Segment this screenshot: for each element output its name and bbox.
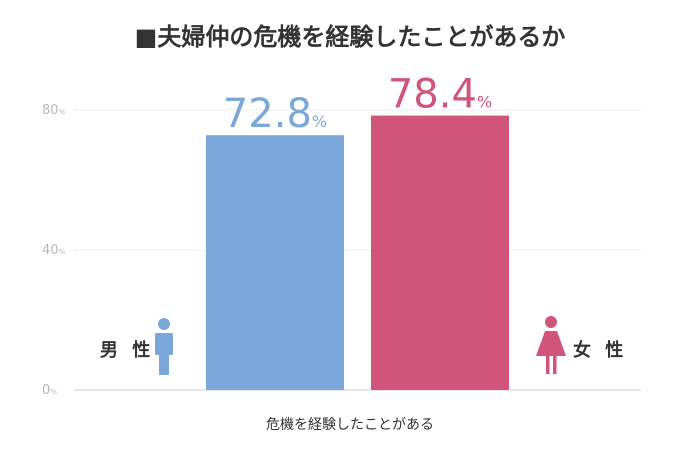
- y-tick-label: 0%: [42, 383, 57, 398]
- data-label-female: 78.4%: [388, 72, 492, 118]
- x-axis-label: 危機を経験したことがある: [266, 417, 434, 433]
- chart-title: ■夫婦仲の危機を経験したことがあるか: [135, 23, 566, 51]
- male-label: 男 性: [100, 339, 154, 361]
- female-label: 女 性: [573, 339, 627, 361]
- y-axis-ticks: 0% 40% 80%: [42, 103, 66, 398]
- data-label-male: 72.8%: [223, 91, 327, 137]
- bars: 72.8% 78.4%: [206, 72, 509, 390]
- y-tick-label: 80%: [42, 103, 66, 118]
- grid-lines: [74, 109, 641, 391]
- male-person-icon: [155, 318, 173, 375]
- bar-male: [206, 135, 344, 390]
- y-tick-label: 40%: [42, 243, 66, 258]
- bar-female: [371, 115, 509, 390]
- female-person-icon: [536, 316, 566, 374]
